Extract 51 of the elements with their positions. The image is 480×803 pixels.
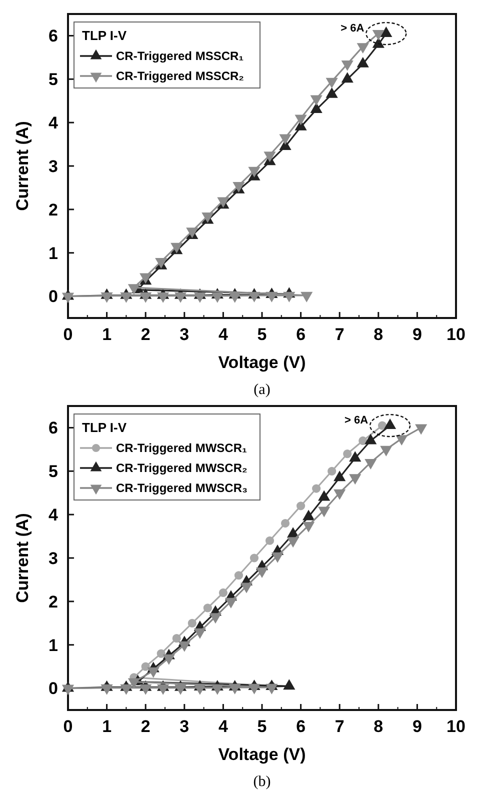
legend-label: CR-Triggered MWSCR₃ (116, 481, 248, 495)
x-tick-label: 0 (63, 325, 73, 344)
legend-title: TLP I-V (82, 28, 127, 43)
y-tick-label: 4 (48, 114, 59, 133)
x-tick-label: 10 (446, 325, 466, 344)
x-tick-label: 8 (374, 325, 384, 344)
text: (b) (253, 774, 271, 790)
text: (a) (254, 382, 270, 398)
y-tick-label: 5 (48, 462, 58, 482)
y-tick-label: 2 (48, 200, 58, 220)
x-tick-label: 1 (102, 717, 112, 736)
y-tick-label: 0 (48, 287, 58, 306)
x-tick-label: 4 (218, 325, 228, 344)
x-tick-label: 1 (102, 325, 112, 344)
y-tick-label: 6 (48, 418, 58, 438)
y-tick-label: 6 (48, 26, 58, 46)
x-axis-title: Voltage (V) (218, 745, 306, 764)
legend-title: TLP I-V (82, 420, 127, 435)
x-tick-label: 2 (140, 325, 150, 344)
x-axis-title: Voltage (V) (218, 353, 306, 372)
x-tick-label: 7 (334, 325, 344, 344)
x-tick-label: 3 (180, 325, 190, 344)
x-tick-label: 0 (63, 717, 73, 736)
x-tick-label: 6 (296, 325, 306, 344)
legend-label: CR-Triggered MWSCR₂ (116, 461, 248, 475)
y-tick-label: 3 (48, 548, 58, 568)
x-tick-label: 7 (334, 717, 344, 736)
x-tick-label: 9 (412, 325, 422, 344)
legend-label: CR-Triggered MSSCR₁ (116, 49, 244, 63)
x-tick-label: 9 (412, 717, 422, 736)
x-tick-label: 10 (446, 717, 466, 736)
y-tick-label: 1 (48, 244, 58, 263)
y-tick-label: 5 (48, 70, 58, 90)
legend-label: CR-Triggered MSSCR₂ (116, 69, 244, 83)
x-tick-label: 3 (180, 717, 190, 736)
x-tick-label: 4 (218, 717, 228, 736)
x-tick-label: 5 (257, 717, 267, 736)
x-tick-label: 5 (257, 325, 267, 344)
y-axis-title: Current (A) (13, 121, 32, 211)
annotation: > 6A (344, 414, 368, 427)
y-axis-title: Current (A) (13, 513, 32, 603)
y-tick-label: 3 (48, 156, 58, 176)
y-tick-label: 2 (48, 592, 58, 612)
x-tick-label: 6 (296, 717, 306, 736)
x-tick-label: 2 (140, 717, 150, 736)
y-tick-label: 1 (48, 636, 58, 655)
y-tick-label: 4 (48, 506, 59, 525)
x-tick-label: 8 (374, 717, 384, 736)
legend-label: CR-Triggered MWSCR₁ (116, 441, 247, 455)
annotation: > 6A (340, 22, 364, 35)
y-tick-label: 0 (48, 679, 58, 698)
